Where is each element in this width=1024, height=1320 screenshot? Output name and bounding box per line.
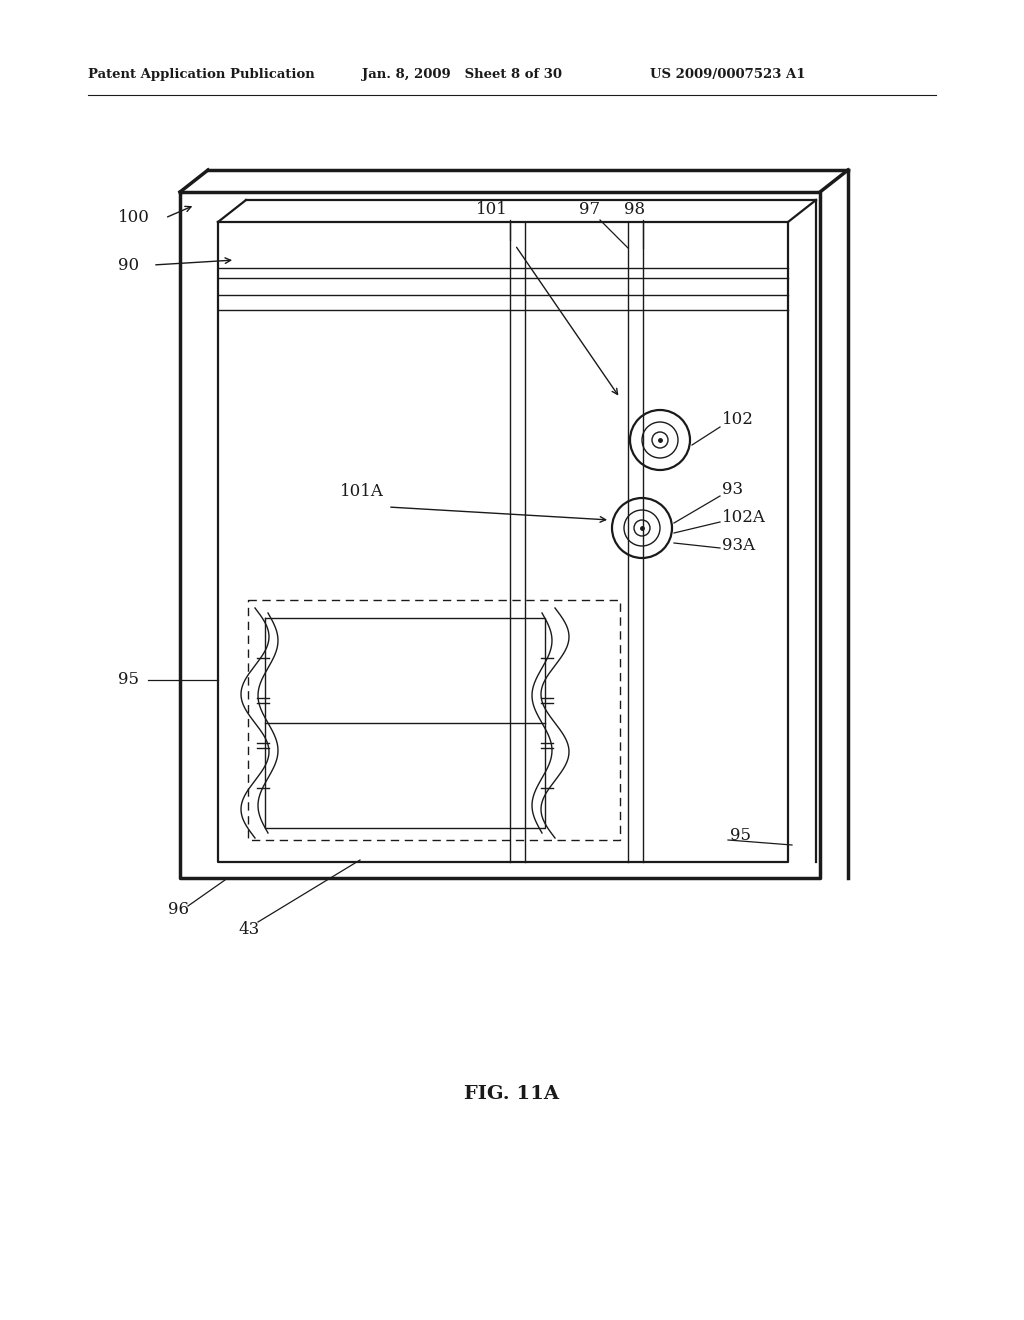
Text: US 2009/0007523 A1: US 2009/0007523 A1 [650,69,806,81]
Text: FIG. 11A: FIG. 11A [465,1085,559,1104]
Text: 101: 101 [476,202,508,219]
Text: 96: 96 [168,902,189,919]
Text: 102: 102 [722,412,754,429]
Text: 95: 95 [118,672,139,689]
Text: Jan. 8, 2009   Sheet 8 of 30: Jan. 8, 2009 Sheet 8 of 30 [362,69,562,81]
Text: 98: 98 [625,202,645,219]
Text: 43: 43 [238,921,259,939]
Text: 93A: 93A [722,537,755,554]
Text: 102A: 102A [722,510,766,527]
Text: 90: 90 [118,256,139,273]
Text: 93: 93 [722,482,743,499]
Text: 97: 97 [580,202,600,219]
Text: 100: 100 [118,210,150,227]
Text: 101A: 101A [340,483,384,500]
Text: Patent Application Publication: Patent Application Publication [88,69,314,81]
Text: 95: 95 [730,826,751,843]
